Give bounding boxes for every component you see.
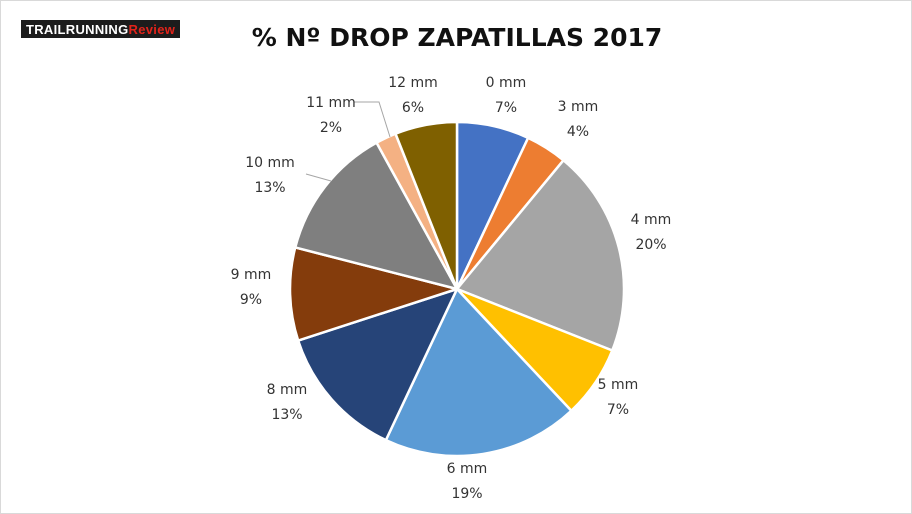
slice-pct-0-mm: 7% <box>495 100 517 116</box>
slice-pct-9-mm: 9% <box>240 292 262 308</box>
pie-slice-9-mm <box>288 246 459 342</box>
slice-pct-6-mm: 19% <box>451 486 482 502</box>
slice-pct-10-mm: 13% <box>254 180 285 196</box>
slice-label-4-mm: 4 mm <box>631 212 672 228</box>
pie-slice-6-mm <box>384 287 573 458</box>
slice-label-3-mm: 3 mm <box>558 99 599 115</box>
logo-text-trailrunning: TRAILRUNNING <box>26 21 129 37</box>
slice-label-5-mm: 5 mm <box>598 377 639 393</box>
slice-pct-4-mm: 20% <box>635 237 666 253</box>
chart-title: % Nº DROP ZAPATILLAS 2017 <box>251 23 663 52</box>
leader-line-11-mm <box>354 101 391 138</box>
slice-label-0-mm: 0 mm <box>486 75 527 91</box>
slice-label-6-mm: 6 mm <box>447 461 488 477</box>
slice-label-8-mm: 8 mm <box>267 382 308 398</box>
slice-pct-11-mm: 2% <box>320 120 342 136</box>
slice-pct-3-mm: 4% <box>567 124 589 140</box>
logo-text-review: Review <box>128 21 176 37</box>
pie-slice-10-mm <box>294 141 459 291</box>
pie-slice-4-mm <box>455 159 626 352</box>
slice-pct-8-mm: 13% <box>271 407 302 423</box>
slice-label-9-mm: 9 mm <box>231 267 272 283</box>
slice-label-10-mm: 10 mm <box>245 155 295 171</box>
slice-pct-5-mm: 7% <box>607 402 629 418</box>
slice-label-12-mm: 12 mm <box>388 75 438 91</box>
site-logo: TRAILRUNNING Review <box>21 20 181 38</box>
slice-label-11-mm: 11 mm <box>306 95 356 111</box>
slice-pct-12-mm: 6% <box>402 100 424 116</box>
pie-slice-8-mm <box>296 287 459 442</box>
pie-slice-12-mm <box>394 120 459 291</box>
leader-line-10-mm <box>305 173 332 182</box>
